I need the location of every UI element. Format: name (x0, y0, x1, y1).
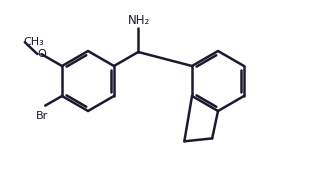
Text: Br: Br (36, 111, 48, 121)
Text: CH₃: CH₃ (24, 37, 44, 47)
Text: NH₂: NH₂ (128, 14, 150, 27)
Text: O: O (37, 49, 46, 59)
